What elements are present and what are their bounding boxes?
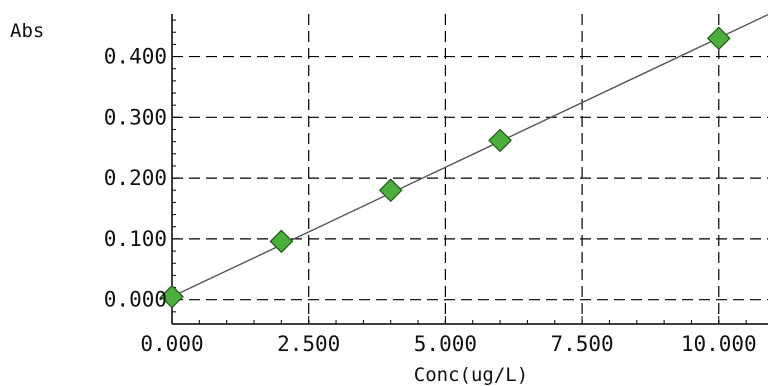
data-point-3 [488, 128, 512, 153]
axes [171, 14, 768, 325]
data-point-2 [378, 178, 403, 203]
data-point-1 [269, 229, 294, 254]
x-tick-label-3: 7.500 [550, 332, 613, 356]
y-tick-label-2: 0.200 [104, 166, 167, 190]
x-axis-label: Conc(ug/L) [414, 364, 528, 386]
data-point-0 [160, 284, 184, 309]
fit-line-layer [171, 13, 768, 298]
y-tick-label-0: 0.000 [104, 288, 167, 312]
x-tick-label-2: 5.000 [414, 332, 477, 356]
y-axis-label: Abs [10, 20, 44, 42]
data-points [160, 26, 731, 309]
x-tick-label-1: 2.500 [277, 332, 340, 356]
y-tick-label-3: 0.300 [104, 105, 167, 129]
x-tick-label-4: 10.000 [681, 332, 757, 356]
tick-labels: 0.000 0.100 0.200 0.300 0.400 0.000 2.500 5.000… [104, 45, 757, 356]
data-point-4 [706, 26, 731, 51]
fit-line [171, 13, 768, 298]
grid-lines [172, 14, 768, 324]
x-tick-label-0: 0.000 [140, 332, 203, 356]
y-tick-label-1: 0.100 [104, 227, 167, 251]
y-tick-label-4: 0.400 [104, 45, 167, 69]
